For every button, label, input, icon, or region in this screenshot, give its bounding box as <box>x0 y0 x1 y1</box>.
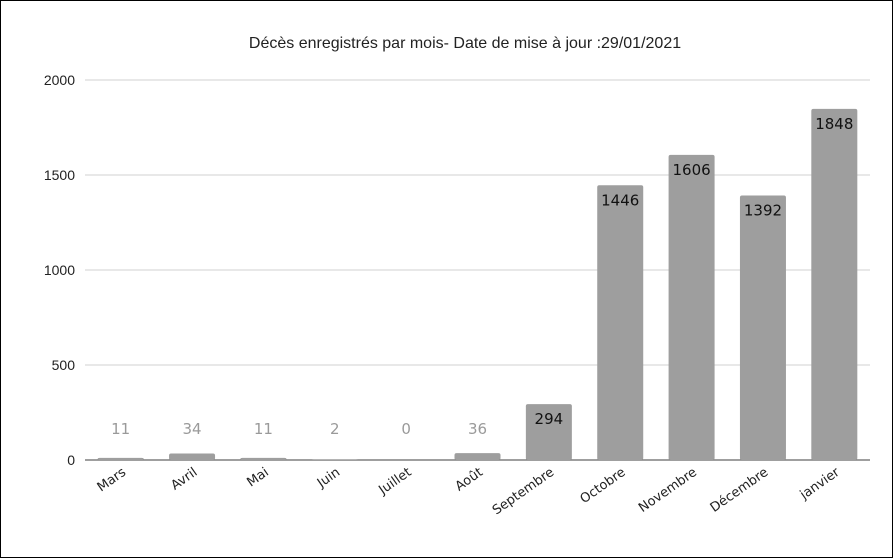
bar <box>97 457 144 460</box>
x-tick-label: Octobre <box>578 465 629 507</box>
y-tick-label: 1000 <box>44 262 75 278</box>
x-tick-label: Septembre <box>490 465 557 518</box>
x-tick-label: Juillet <box>376 465 415 499</box>
bar <box>169 453 216 460</box>
bars <box>97 108 858 461</box>
y-tick-label: 500 <box>52 357 76 373</box>
bar <box>597 185 644 460</box>
bar <box>454 453 501 460</box>
data-label: 2 <box>330 420 340 438</box>
x-tick-label: Avril <box>168 465 200 494</box>
y-tick-label: 0 <box>67 452 75 468</box>
chart-title: Décès enregistrés par mois- Date de mise… <box>249 35 681 52</box>
bar <box>811 108 858 460</box>
x-tick-label: Août <box>453 465 486 494</box>
data-label: 11 <box>111 420 130 438</box>
x-tick-label: janvier <box>797 465 843 504</box>
bar <box>525 404 572 460</box>
x-tick-label: Mai <box>244 465 271 490</box>
x-tick-label: Juin <box>314 465 343 492</box>
data-label: 1446 <box>601 191 639 209</box>
bar <box>240 457 287 460</box>
data-label: 0 <box>401 420 411 438</box>
x-axis-ticks: Mars Avril Mai Juin Juillet Août Septembre Octo… <box>95 465 843 519</box>
x-tick-label: Novembre <box>636 465 700 516</box>
data-label: 294 <box>535 410 564 428</box>
y-axis-ticks: 0 500 1000 1500 2000 <box>44 72 75 468</box>
y-tick-label: 2000 <box>44 72 75 88</box>
x-tick-label: Mars <box>95 465 129 495</box>
data-label: 11 <box>254 420 273 438</box>
gridlines <box>85 79 870 461</box>
data-label: 1606 <box>672 161 710 179</box>
data-label: 1848 <box>815 115 853 133</box>
data-label: 34 <box>182 420 201 438</box>
y-tick-label: 1500 <box>44 167 75 183</box>
bar <box>739 195 786 460</box>
data-labels: 11 34 11 2 0 36 294 1446 1606 1392 1848 <box>111 115 853 438</box>
bar <box>668 154 715 461</box>
data-label: 1392 <box>744 202 782 220</box>
data-label: 36 <box>468 420 487 438</box>
x-tick-label: Décembre <box>708 465 772 516</box>
